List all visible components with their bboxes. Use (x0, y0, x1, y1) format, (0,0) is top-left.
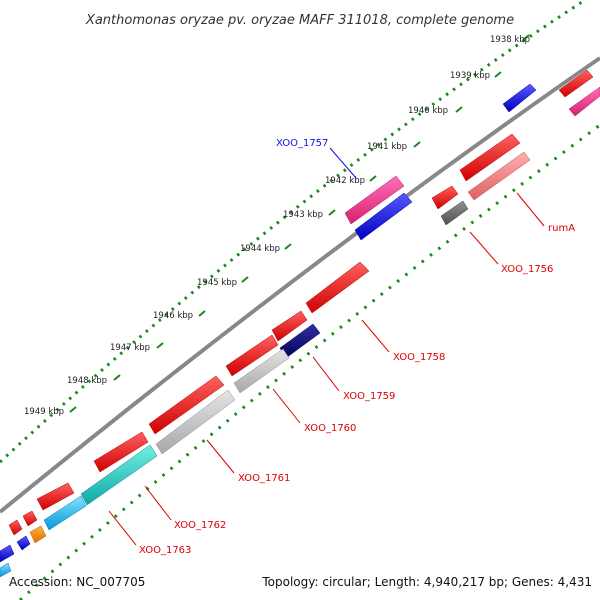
callout-line (469, 231, 499, 265)
gene-label-xoo-1757[interactable]: XOO_1757 (276, 138, 328, 149)
scale-tick (69, 406, 77, 413)
gene-arrow[interactable] (233, 348, 290, 394)
scale-label: 1942 kbp (325, 176, 365, 186)
scale-label: 1944 kbp (240, 244, 280, 254)
gene-arrow[interactable] (558, 69, 594, 98)
scale-tick (494, 71, 502, 78)
callout-line (329, 147, 357, 179)
scale-tick (156, 342, 164, 349)
gene-arrow[interactable] (431, 185, 459, 210)
scale-label: 1940 kbp (408, 106, 448, 116)
gene-arrow[interactable] (0, 544, 15, 563)
topology-text: Topology: circular; Length: 4,940,217 bp… (261, 575, 592, 589)
scale-tick (284, 243, 292, 250)
scale-tick (198, 310, 206, 317)
scale-tick (241, 276, 249, 283)
gene-callouts: XOO_1757 rumA XOO_1756 XOO_1758 XOO_1759… (108, 138, 575, 556)
gene-label-xoo-1759[interactable]: XOO_1759 (343, 391, 395, 402)
scale-label: 1941 kbp (367, 142, 407, 152)
gene-arrow[interactable] (225, 334, 279, 377)
gene-arrow[interactable] (568, 86, 600, 117)
scale-label: 1946 kbp (153, 311, 193, 321)
outer-tick-ring (0, 0, 586, 464)
gene-arrow[interactable] (43, 495, 87, 531)
callout-line (108, 510, 137, 546)
gene-arrow[interactable] (22, 510, 38, 527)
accession-text: Accession: NC_007705 (9, 575, 145, 589)
scale-tick (455, 106, 463, 113)
callout-line (206, 439, 235, 474)
map-title: Xanthomonas oryzae pv. oryzae MAFF 31101… (85, 13, 514, 28)
genome-backbone (0, 56, 600, 514)
gene-label-xoo-1760[interactable]: XOO_1760 (304, 423, 356, 434)
gene-label-ruma[interactable]: rumA (548, 223, 575, 234)
gene-arrow[interactable] (502, 83, 537, 113)
scale-tick (413, 141, 421, 148)
gene-label-xoo-1763[interactable]: XOO_1763 (139, 545, 191, 556)
scale-label: 1948 kbp (67, 376, 107, 386)
callout-line (272, 388, 301, 424)
gene-arrow[interactable] (36, 482, 75, 511)
scale-labels: 1938 kbp 1939 kbp 1940 kbp 1941 kbp 1942… (24, 35, 530, 417)
gene-arrow[interactable] (440, 200, 469, 226)
gene-arrow[interactable] (305, 261, 370, 314)
gene-arrow[interactable] (155, 389, 236, 455)
scale-tick (113, 374, 121, 381)
scale-label: 1938 kbp (490, 35, 530, 45)
callout-line (312, 356, 340, 392)
forward-strand-genes (0, 69, 600, 578)
scale-ticks (69, 34, 530, 413)
gene-arrow[interactable] (80, 444, 158, 506)
gene-arrow[interactable] (148, 375, 225, 435)
gene-label-xoo-1758[interactable]: XOO_1758 (393, 352, 445, 363)
gene-arrow[interactable] (29, 525, 47, 544)
scale-label: 1939 kbp (450, 71, 490, 81)
scale-tick (328, 209, 336, 216)
gene-arrow[interactable] (467, 151, 531, 201)
gene-arrow[interactable] (8, 519, 23, 536)
gene-arrow[interactable] (16, 535, 31, 551)
scale-label: 1947 kbp (110, 343, 150, 353)
gene-arrow[interactable] (344, 175, 405, 225)
callout-line (361, 319, 390, 353)
gene-arrow[interactable] (459, 133, 521, 182)
gene-arrow[interactable] (93, 431, 149, 473)
gene-arrow[interactable] (354, 192, 413, 241)
gene-label-xoo-1756[interactable]: XOO_1756 (501, 264, 553, 275)
gene-arrow[interactable] (0, 562, 12, 578)
gene-label-xoo-1762[interactable]: XOO_1762 (174, 520, 226, 531)
gene-arrow[interactable] (271, 310, 308, 342)
scale-tick (522, 34, 530, 41)
gene-label-xoo-1761[interactable]: XOO_1761 (238, 473, 290, 484)
scale-tick (369, 175, 377, 182)
scale-label: 1943 kbp (283, 210, 323, 220)
scale-label: 1949 kbp (24, 407, 64, 417)
scale-label: 1945 kbp (197, 278, 237, 288)
callout-line (516, 192, 545, 227)
callout-line (144, 485, 172, 521)
